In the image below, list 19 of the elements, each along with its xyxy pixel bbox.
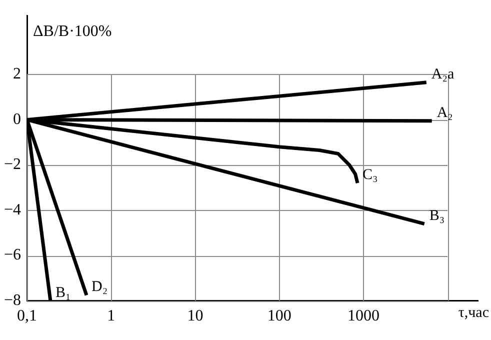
x-axis-title: τ,час bbox=[458, 305, 490, 322]
y-tick-label: −4 bbox=[4, 201, 21, 218]
y-tick-label: −6 bbox=[4, 246, 21, 264]
series-label: A₂ bbox=[436, 104, 453, 121]
x-tick-label: 1 bbox=[107, 308, 116, 325]
series-label: C₃ bbox=[362, 167, 378, 184]
x-tick-label: 10 bbox=[187, 308, 204, 325]
x-tick-label: 100 bbox=[267, 308, 292, 325]
series-label: B₁ bbox=[55, 284, 71, 301]
series-label: A₂a bbox=[431, 66, 454, 82]
y-tick-label: −2 bbox=[4, 156, 21, 174]
y-axis-title: ΔB/B·100% bbox=[33, 23, 112, 40]
x-tick-label: 1000 bbox=[347, 308, 380, 325]
y-tick-label: 2 bbox=[13, 66, 21, 83]
x-tick-label: 0,1 bbox=[17, 308, 37, 325]
series-label: B₃ bbox=[429, 208, 445, 224]
y-tick-label: −8 bbox=[4, 292, 21, 310]
y-tick-label: 0 bbox=[13, 110, 21, 128]
series-label: D₂ bbox=[92, 279, 108, 296]
